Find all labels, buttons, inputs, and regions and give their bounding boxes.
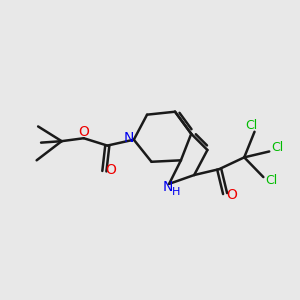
Text: Cl: Cl: [272, 141, 284, 154]
Text: N: N: [123, 131, 134, 145]
Text: O: O: [78, 125, 89, 139]
Text: Cl: Cl: [266, 174, 278, 187]
Text: H: H: [171, 187, 180, 197]
Text: N: N: [163, 180, 173, 194]
Text: Cl: Cl: [245, 119, 258, 132]
Text: O: O: [226, 188, 237, 202]
Text: O: O: [105, 163, 116, 177]
